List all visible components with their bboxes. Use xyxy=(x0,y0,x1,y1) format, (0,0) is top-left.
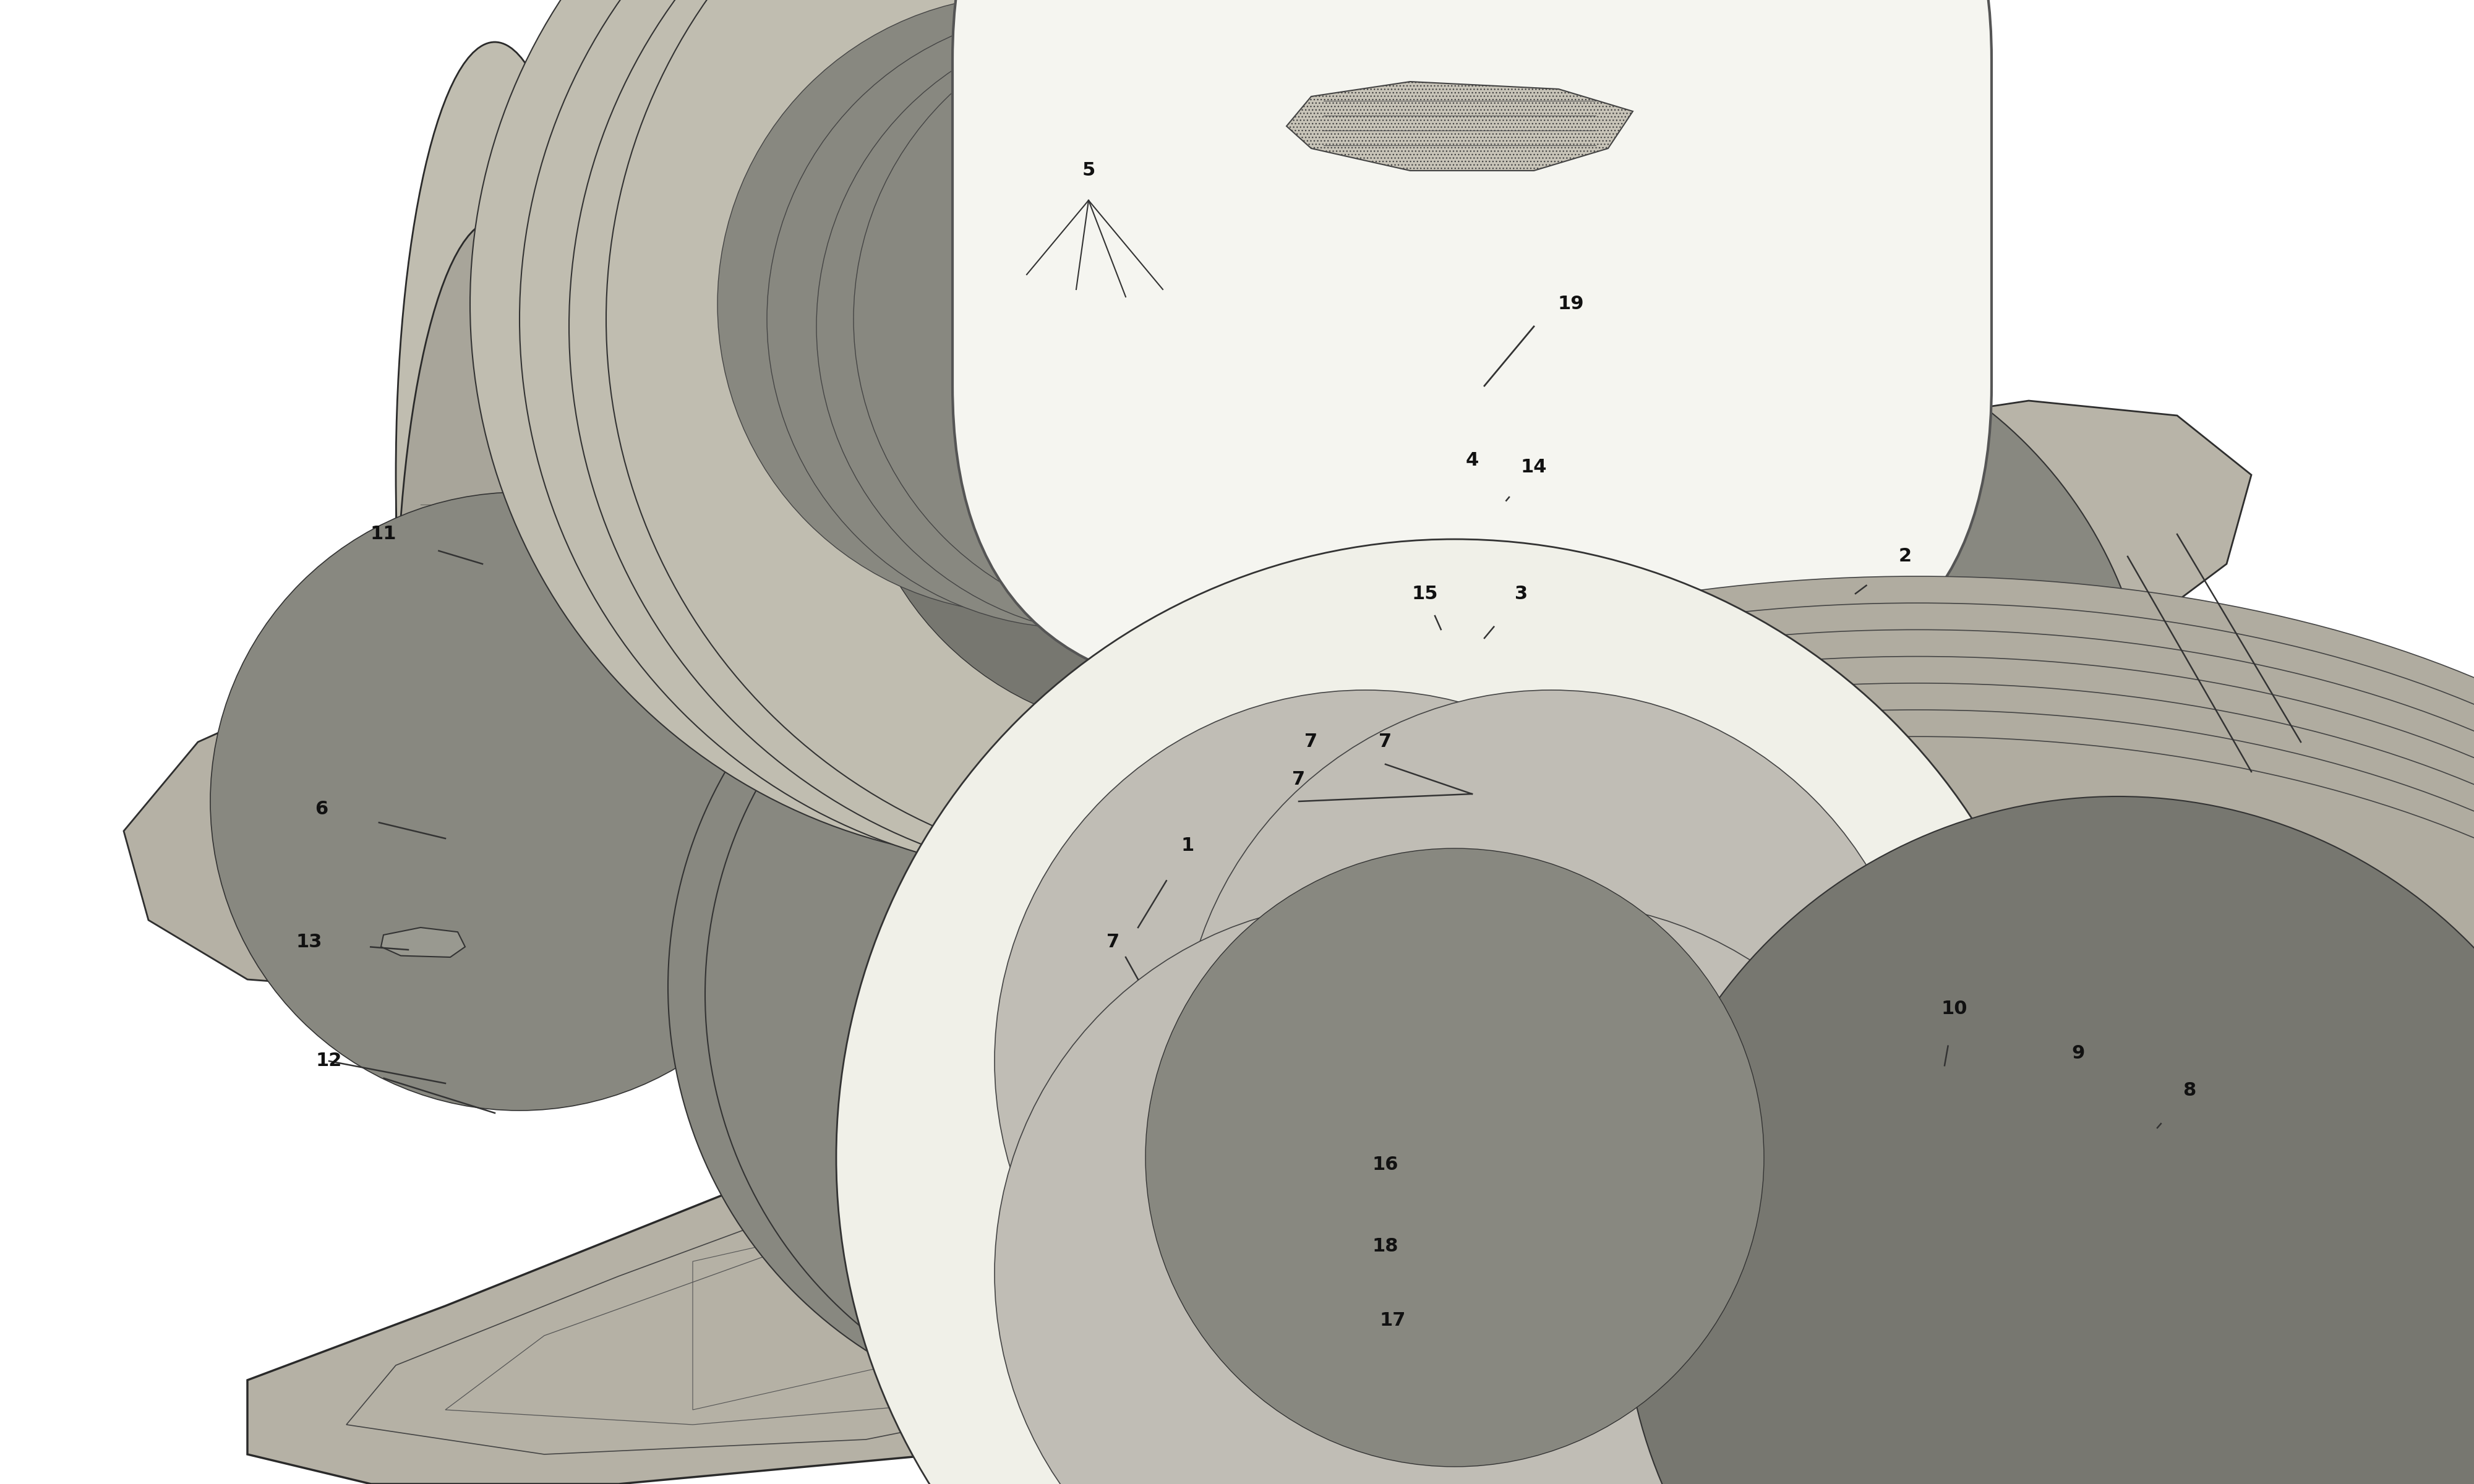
Circle shape xyxy=(1145,849,1764,1466)
Polygon shape xyxy=(247,920,2103,1484)
Circle shape xyxy=(520,0,1633,876)
Circle shape xyxy=(1286,316,2152,1183)
Circle shape xyxy=(717,99,1336,717)
Ellipse shape xyxy=(396,220,594,1086)
Polygon shape xyxy=(1378,1117,1534,1199)
Text: 12: 12 xyxy=(317,1052,341,1070)
Circle shape xyxy=(1623,797,2474,1484)
Circle shape xyxy=(1163,331,2029,1198)
FancyBboxPatch shape xyxy=(952,0,1992,695)
Circle shape xyxy=(767,114,1385,732)
Polygon shape xyxy=(381,927,465,957)
Ellipse shape xyxy=(1051,683,2474,1484)
Circle shape xyxy=(836,539,2073,1484)
Text: 3: 3 xyxy=(1514,585,1529,603)
Ellipse shape xyxy=(1051,709,2474,1484)
Text: 1: 1 xyxy=(1180,837,1195,855)
Circle shape xyxy=(668,554,1534,1420)
Circle shape xyxy=(1039,361,1905,1227)
Ellipse shape xyxy=(1051,603,2474,1469)
FancyBboxPatch shape xyxy=(1781,920,2301,1306)
Polygon shape xyxy=(1682,401,2251,668)
FancyBboxPatch shape xyxy=(1311,1009,1707,1336)
Text: 14: 14 xyxy=(1522,459,1546,476)
Circle shape xyxy=(569,0,1682,883)
Text: 15: 15 xyxy=(1413,585,1437,603)
Text: 2: 2 xyxy=(1898,548,1912,565)
Text: 17: 17 xyxy=(1380,1312,1405,1330)
Polygon shape xyxy=(1336,386,1682,579)
Circle shape xyxy=(1225,324,2091,1190)
Circle shape xyxy=(767,10,1385,628)
Polygon shape xyxy=(124,668,866,994)
Ellipse shape xyxy=(1051,656,2474,1484)
Circle shape xyxy=(854,10,1472,628)
Circle shape xyxy=(717,0,1336,613)
Text: 7: 7 xyxy=(1378,733,1393,751)
Text: 10: 10 xyxy=(1942,1000,1967,1018)
Circle shape xyxy=(210,493,829,1110)
Text: 7: 7 xyxy=(1291,770,1306,788)
Circle shape xyxy=(816,122,1435,739)
Ellipse shape xyxy=(1051,576,2474,1442)
Polygon shape xyxy=(1039,1269,1324,1417)
Text: 7: 7 xyxy=(1304,733,1319,751)
Circle shape xyxy=(995,690,1737,1432)
Ellipse shape xyxy=(396,42,594,908)
Text: 19: 19 xyxy=(1559,295,1583,313)
Text: 9: 9 xyxy=(2071,1045,2086,1063)
Text: 7: 7 xyxy=(1106,933,1121,951)
Circle shape xyxy=(995,902,1737,1484)
Circle shape xyxy=(470,0,1583,861)
FancyBboxPatch shape xyxy=(1262,59,1682,386)
Circle shape xyxy=(1180,690,1922,1432)
Polygon shape xyxy=(668,356,1361,623)
Circle shape xyxy=(1180,902,1922,1484)
Text: 5: 5 xyxy=(1081,162,1096,180)
Ellipse shape xyxy=(1051,629,2474,1484)
Text: 18: 18 xyxy=(1373,1238,1398,1255)
Text: 13: 13 xyxy=(297,933,322,951)
Text: 16: 16 xyxy=(1373,1156,1398,1174)
Circle shape xyxy=(1101,346,1967,1212)
Circle shape xyxy=(854,114,1472,732)
Text: 4: 4 xyxy=(1465,451,1479,469)
Text: 8: 8 xyxy=(2182,1082,2197,1100)
Circle shape xyxy=(705,561,1571,1428)
Polygon shape xyxy=(2078,987,2246,1128)
Ellipse shape xyxy=(1051,736,2474,1484)
Text: 6: 6 xyxy=(314,800,329,818)
Polygon shape xyxy=(1286,82,1633,171)
Circle shape xyxy=(606,0,1719,876)
Text: 11: 11 xyxy=(371,525,396,543)
Polygon shape xyxy=(396,475,594,653)
Polygon shape xyxy=(1423,601,1559,668)
Polygon shape xyxy=(915,742,1930,1068)
Circle shape xyxy=(816,18,1435,635)
